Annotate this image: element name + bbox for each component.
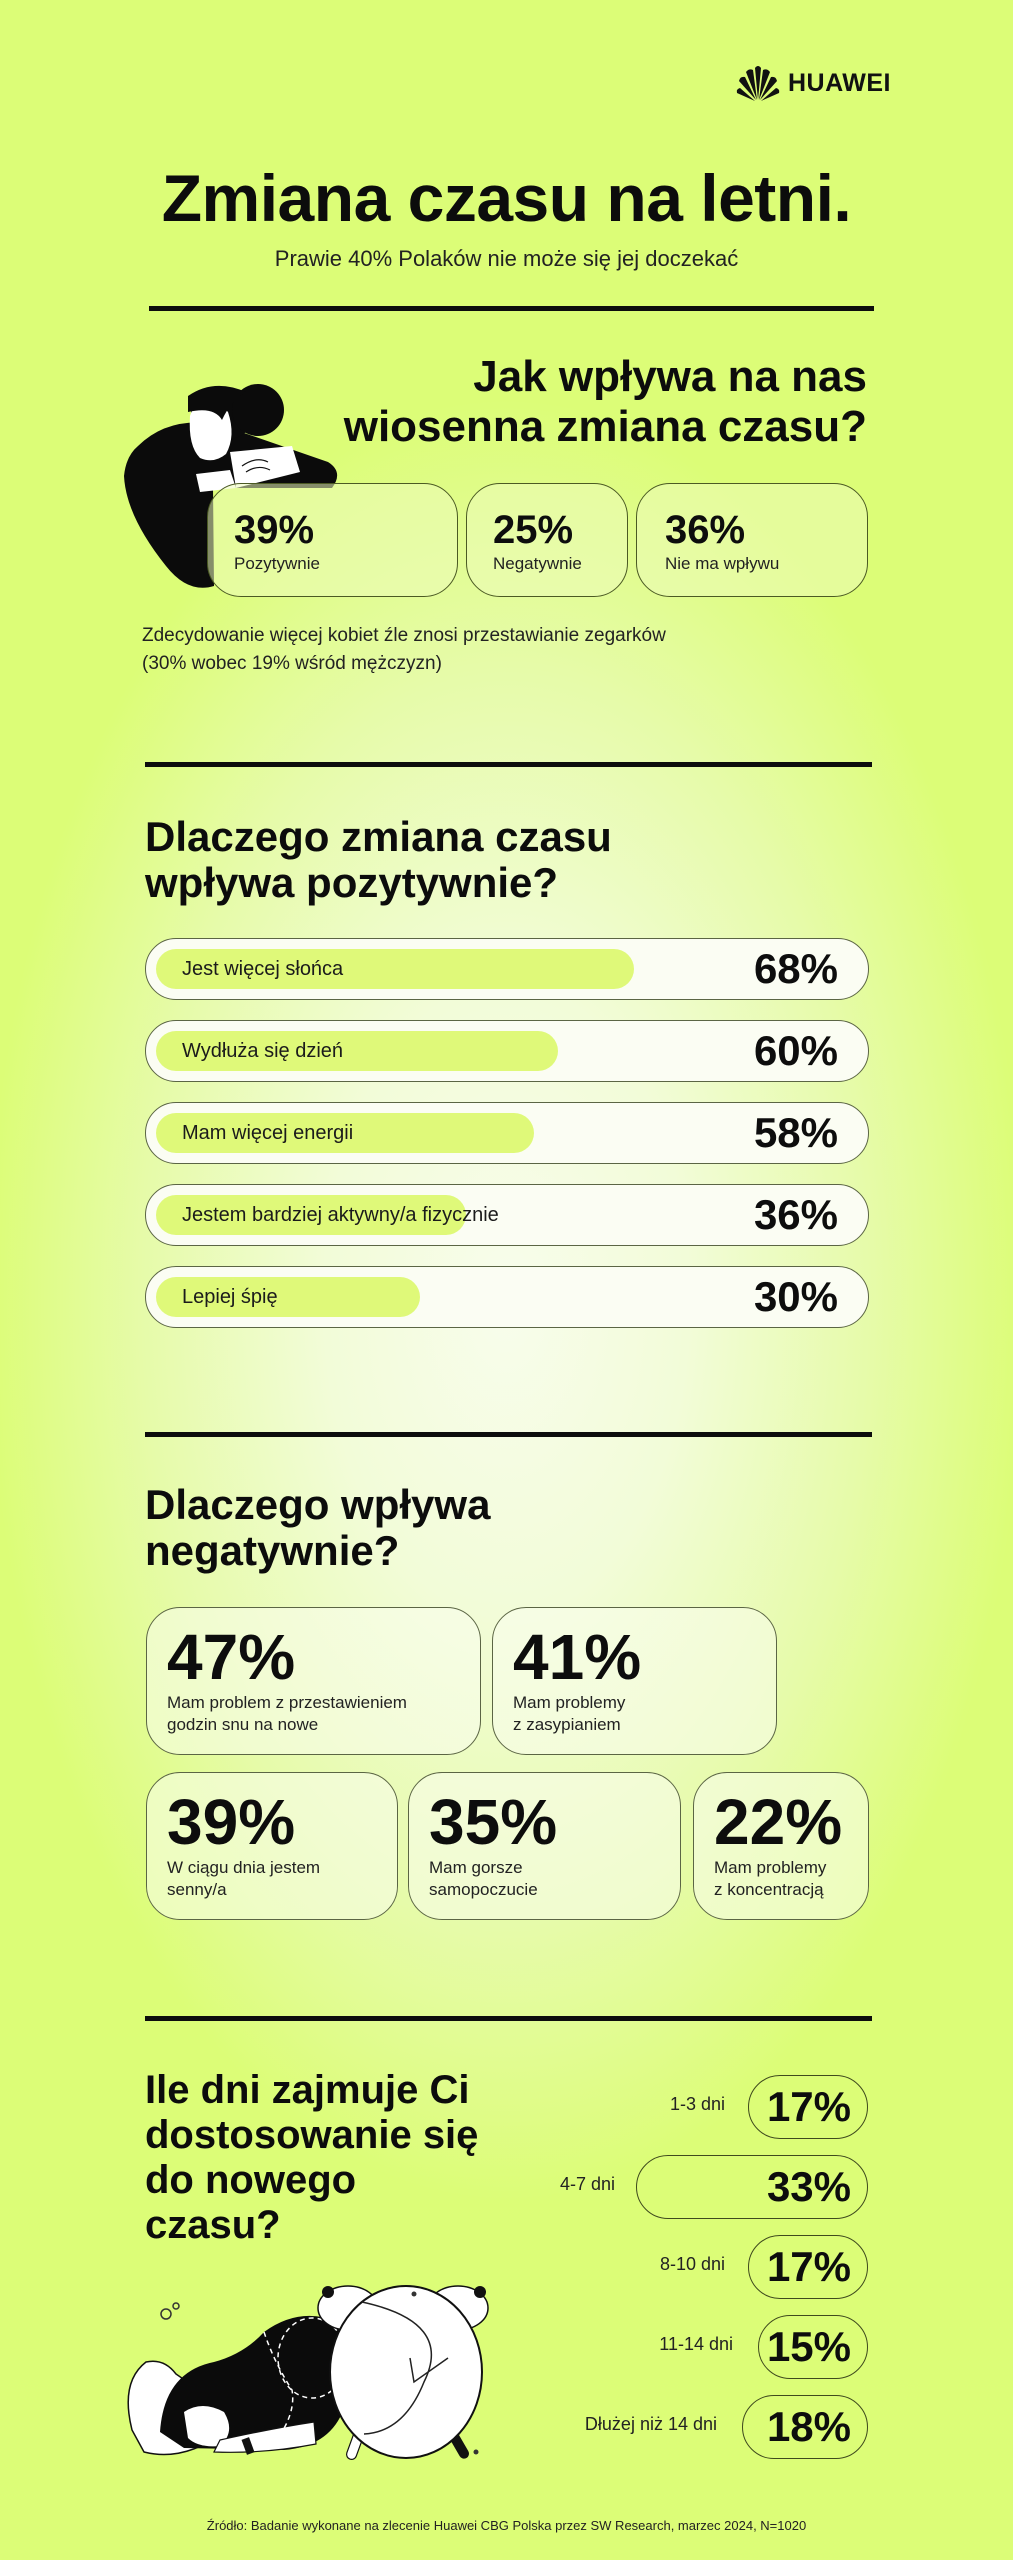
impact-label: Pozytywnie [234,554,320,573]
days-value: 17% [766,2083,851,2130]
negative-card: 22% Mam problemy z koncentracją [693,1772,869,1920]
impact-card-positive: 39% Pozytywnie [207,483,458,597]
positive-section-title: Dlaczego zmiana czasu wpływa pozytywnie? [145,813,612,906]
days-value: 17% [766,2243,851,2290]
negative-value: 22% [714,1786,843,1858]
positive-bar-row: Wydłuża się dzień 60% [145,1020,869,1082]
days-label: Dłużej niż 14 dni [584,2414,717,2434]
negative-label: Mam gorsze samopoczucie [429,1858,538,1899]
positive-bar-row: Mam więcej energii 58% [145,1102,869,1164]
days-value: 33% [766,2163,851,2210]
negative-value: 35% [429,1786,558,1858]
days-pill: 17% [748,2075,868,2139]
days-label: 1-3 dni [669,2094,725,2114]
negative-card: 35% Mam gorsze samopoczucie [408,1772,681,1920]
positive-bar-row: Jestem bardziej aktywny/a fizycznie 36% [145,1184,869,1246]
negative-value: 39% [167,1786,296,1858]
negative-label: W ciągu dnia jestem senny/a [167,1858,321,1899]
divider [145,1432,872,1437]
sleeping-person-alarm-clock-illustration [127,2285,489,2460]
bar-label: Wydłuża się dzień [182,1040,344,1062]
days-label: 8-10 dni [659,2254,725,2274]
positive-bar-row: Lepiej śpię 30% [145,1266,869,1328]
huawei-logo: HUAWEI [736,64,891,102]
impact-section-title: Jak wpływa na nas wiosenna zmiana czasu? [343,352,867,451]
negative-section-title: Dlaczego wpływa negatywnie? [145,1481,491,1574]
huawei-petals-icon [736,66,780,101]
bar-fill [156,1113,534,1153]
positive-bar-row: Jest więcej słońca 68% [145,938,869,1000]
bar-fill [156,949,634,989]
bar-fill [156,1195,466,1235]
days-pill: 18% [742,2395,868,2459]
page-title: Zmiana czasu na letni. [161,161,852,235]
impact-card-neutral: 36% Nie ma wpływu [636,483,868,597]
negative-card: 39% W ciągu dnia jestem senny/a [146,1772,398,1920]
bar-label: Jest więcej słońca [182,958,344,980]
bar-label: Mam więcej energii [182,1122,354,1144]
days-pill: 17% [748,2235,868,2299]
bar-value: 60% [753,1027,838,1074]
impact-card-negative: 25% Negatywnie [466,483,628,597]
days-value: 15% [766,2323,851,2370]
brand-name: HUAWEI [788,68,891,97]
bar-label: Lepiej śpię [182,1286,278,1308]
bar-value: 68% [753,945,838,992]
bar-fill [156,1277,420,1317]
negative-value: 47% [167,1621,296,1693]
days-value: 18% [766,2403,851,2450]
bar-fill [156,1031,558,1071]
source-footnote: Źródło: Badanie wykonane na zlecenie Hua… [206,2518,807,2533]
negative-card: 41% Mam problemy z zasypianiem [492,1607,777,1755]
negative-label: Mam problem z przestawieniem godzin snu … [167,1693,407,1734]
divider [145,2016,872,2021]
bar-value: 30% [753,1273,838,1320]
person-leaning-illustration [124,384,338,588]
impact-label: Negatywnie [493,554,582,573]
divider [149,306,874,311]
days-label: 4-7 dni [559,2174,615,2194]
days-pill: 33% [636,2155,868,2219]
page-subtitle: Prawie 40% Polaków nie może się jej docz… [274,246,739,271]
bar-label: Jestem bardziej aktywny/a fizycznie [182,1204,499,1226]
bar-value: 58% [753,1109,838,1156]
days-section-title: Ile dni zajmuje Ci dostosowanie się do n… [145,2068,479,2247]
impact-label: Nie ma wpływu [665,554,780,573]
divider [145,762,872,767]
gender-note: Zdecydowanie więcej kobiet źle znosi prz… [142,625,666,674]
impact-value: 39% [234,508,315,552]
negative-card: 47% Mam problem z przestawieniem godzin … [146,1607,481,1755]
days-label: 11-14 dni [659,2334,733,2354]
days-pill: 15% [758,2315,868,2379]
impact-value: 25% [493,508,574,552]
negative-label: Mam problemy z koncentracją [714,1858,827,1899]
negative-value: 41% [513,1621,642,1693]
negative-label: Mam problemy z zasypianiem [513,1693,626,1734]
bar-value: 36% [753,1191,838,1238]
impact-value: 36% [665,508,746,552]
